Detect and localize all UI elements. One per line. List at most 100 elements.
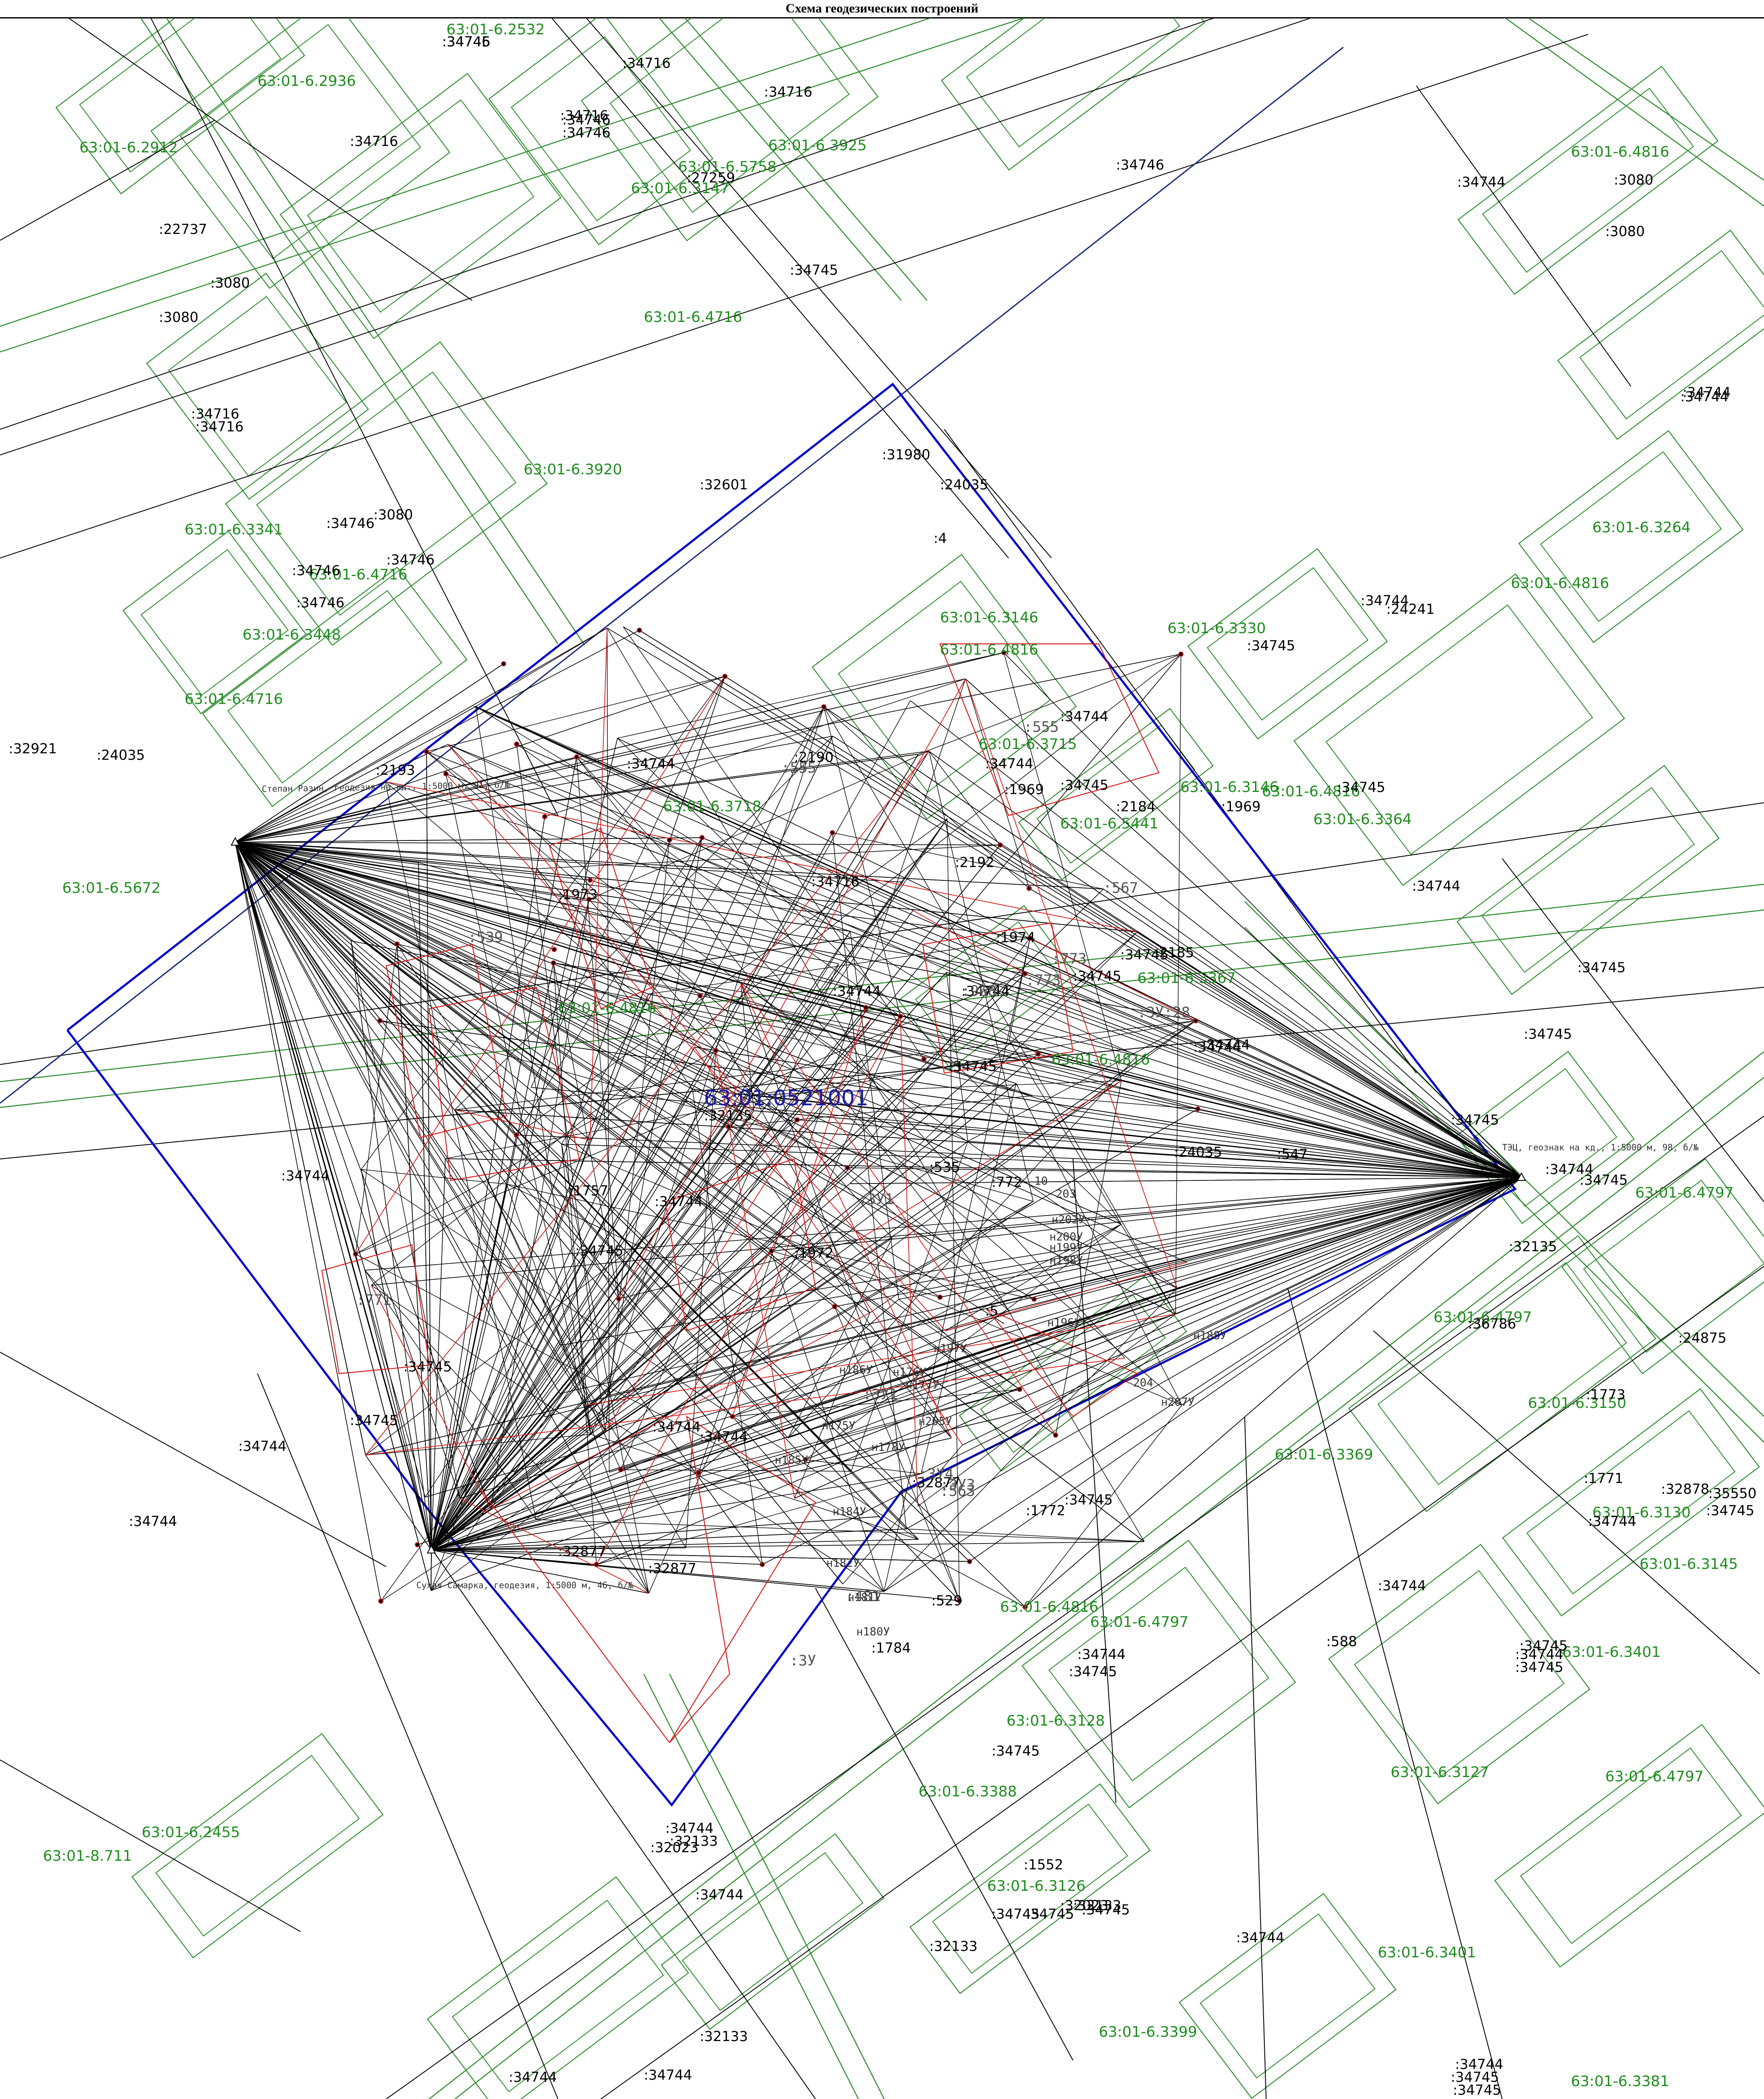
road-line [600,1266,1764,2099]
survey-point-label: н175У [822,1420,855,1432]
cadastral-number-label: :34745 [1524,1026,1572,1042]
traverse-line [912,910,1025,974]
survey-point [574,754,579,760]
survey-ray [590,880,1522,1178]
survey-ray [476,628,607,707]
cadastral-number-label: :2190 [794,749,834,765]
survey-ray [235,744,448,843]
survey-ray [516,743,1522,1178]
survey-ray [418,862,432,1550]
survey-ray [235,842,1121,1081]
survey-ray [771,1177,1522,1252]
survey-point [443,771,449,777]
survey-ray [476,706,913,911]
survey-ray [235,842,921,1105]
cadastral-number-label: :2185 [1155,944,1194,961]
zone-designation-label: :ЗУ4 [918,1465,954,1483]
traverse-line [446,773,946,1332]
parcel-number-label: 63:01-6.4816 [940,641,1038,658]
survey-point [760,1562,765,1567]
survey-ray [235,842,835,1307]
survey-ray [355,944,397,1254]
cadastral-number-label: :34746 [326,515,375,531]
zone-designation-label: :771 [356,1292,391,1309]
cadastral-number-label: :34744 [652,1419,701,1435]
parcel-number-label: 63:01-6.3330 [1167,620,1266,637]
station-b-label: ТЭЦ, геознак на кд., 1:5000 м, 98, б/№ [1502,1142,1699,1153]
survey-ray [506,1183,753,1300]
survey-point [1022,971,1028,977]
road-line [150,18,558,816]
road-line [0,34,1588,558]
survey-point [377,1018,383,1023]
zone-designation-label: :ЗУ [790,1652,816,1669]
road-line [1244,1416,1267,2099]
parcel-outline [932,1803,1128,1974]
cadastral-number-label: :34744 [1457,174,1506,190]
parcel-outline [427,1876,689,2099]
survey-ray [576,757,619,1299]
survey-ray [431,707,824,1550]
traverse-polygon [664,1158,816,1332]
cadastral-number-label: :34744 [985,755,1034,772]
parcel-outline [146,273,369,500]
survey-ray [851,1141,968,1471]
traverse-polygon [385,943,507,1138]
survey-point-label: н207У [1161,1396,1194,1409]
survey-ray [1121,1080,1522,1178]
survey-ray [1029,888,1522,1178]
parcel-number-label: 63:01-6.3399 [1099,2023,1197,2041]
cadastral-number-label: :34744 [655,1193,703,1210]
survey-ray [431,1434,591,1550]
parcel-outline [1293,573,1625,886]
cadastral-number-label: :34744 [1682,384,1731,400]
survey-ray [940,1177,1522,1298]
survey-point-label: н178У [871,1441,905,1454]
survey-ray [235,842,432,1591]
cadastral-number-label: :3080 [159,309,198,325]
survey-ray [355,973,1025,1255]
cadastral-number-label: :3080 [210,275,250,291]
parcel-number-label: 63:01-6.3925 [768,137,867,154]
road-line [386,1116,1764,2099]
street-edge-line [1504,18,1764,206]
survey-ray [752,1177,1522,1300]
parcel-outline [1200,1913,1376,2079]
zone-designation-label: :ЗУ1 [858,1191,894,1208]
survey-ray [834,1306,952,1438]
survey-ray [962,1177,1522,1445]
survey-ray [235,842,851,932]
traverse-line [447,744,755,1111]
parcel-number-label: 63:01-6.2912 [79,139,178,156]
survey-ray [1137,931,1522,1178]
cadastral-number-label: :34744 [238,1438,287,1454]
parcel-outline [1179,1893,1397,2099]
cadastral-number-label: :34716 [350,133,398,149]
survey-ray [476,706,1038,1055]
street-edge-line [684,18,927,301]
survey-ray [740,983,755,1111]
survey-ray [431,1550,763,1565]
block-number-label: 63:01:0521001 [704,1086,869,1110]
survey-ray [235,842,561,1394]
cadastral-number-label: :1972 [794,1245,834,1261]
survey-ray [910,700,1522,1178]
survey-ray [606,837,703,1396]
parcel-outline [307,99,534,313]
survey-point [378,1599,384,1604]
parcel-number-label: 63:01-6.3147 [631,180,729,197]
survey-point-label: н182У [826,1557,860,1570]
survey-ray [553,962,1121,1081]
survey-ray [788,1055,1138,1438]
survey-ray [426,676,725,752]
survey-ray [732,1389,1020,1417]
parcel-outline [122,530,307,715]
cadastral-number-label: :34744 [1361,592,1409,609]
survey-ray [728,1095,1033,1127]
survey-ray [361,1169,432,1550]
survey-ray [921,1177,1522,1474]
survey-ray [235,842,1103,889]
survey-ray [235,706,476,843]
parcel-outline [1456,765,1720,995]
survey-ray [380,1020,1522,1178]
